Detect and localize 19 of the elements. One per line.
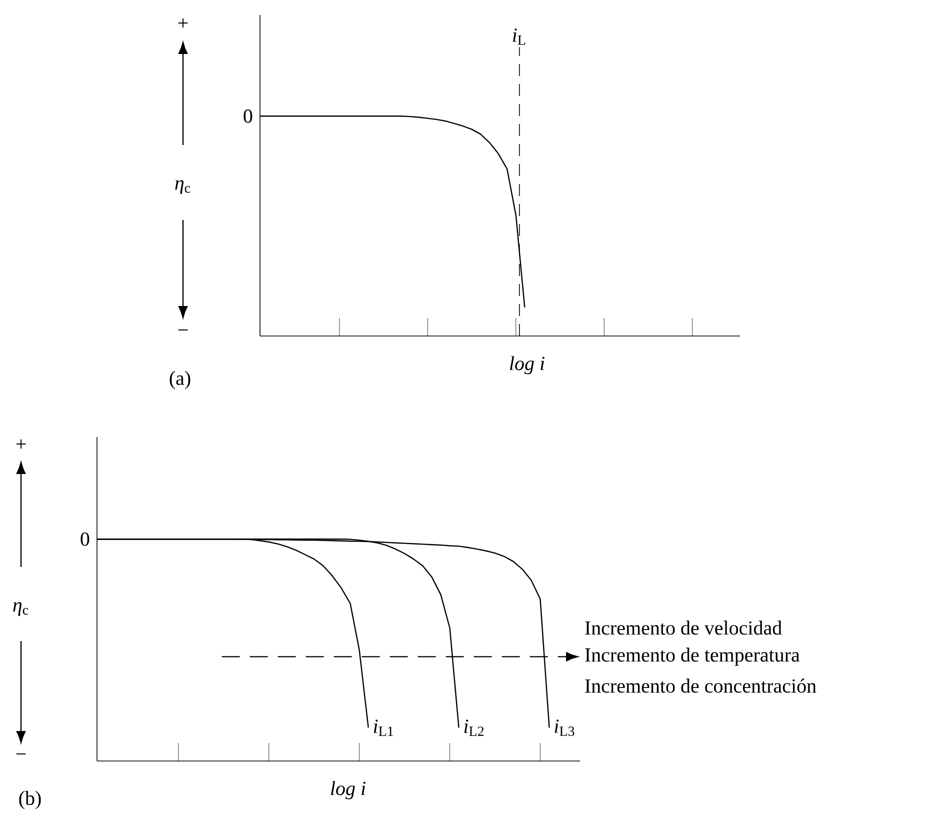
text: Incremento de concentración bbox=[585, 678, 816, 693]
text: (a) bbox=[170, 370, 190, 390]
series-label: i$_{L3}$ bbox=[554, 720, 574, 736]
text: Incremento de velocidad bbox=[585, 620, 782, 635]
text: + bbox=[16, 439, 26, 449]
x-axis-title: log i bbox=[510, 356, 544, 374]
y-axis-title: η$_{c}$ bbox=[175, 180, 190, 194]
text: Incremento de temperatura bbox=[585, 648, 800, 666]
text: i$_{L}$ bbox=[512, 28, 526, 45]
text: 0 bbox=[244, 109, 252, 123]
text: − bbox=[178, 329, 188, 330]
text: + bbox=[178, 18, 188, 28]
series-label: i$_{L1}$ bbox=[374, 720, 394, 736]
series-label: i$_{L2}$ bbox=[464, 720, 484, 736]
text: − bbox=[16, 753, 26, 754]
text: 0 bbox=[80, 532, 90, 546]
text: (b) bbox=[19, 790, 41, 810]
x-axis-title: log i bbox=[331, 781, 366, 800]
y-axis-title: η$_{c}$ bbox=[13, 602, 28, 616]
